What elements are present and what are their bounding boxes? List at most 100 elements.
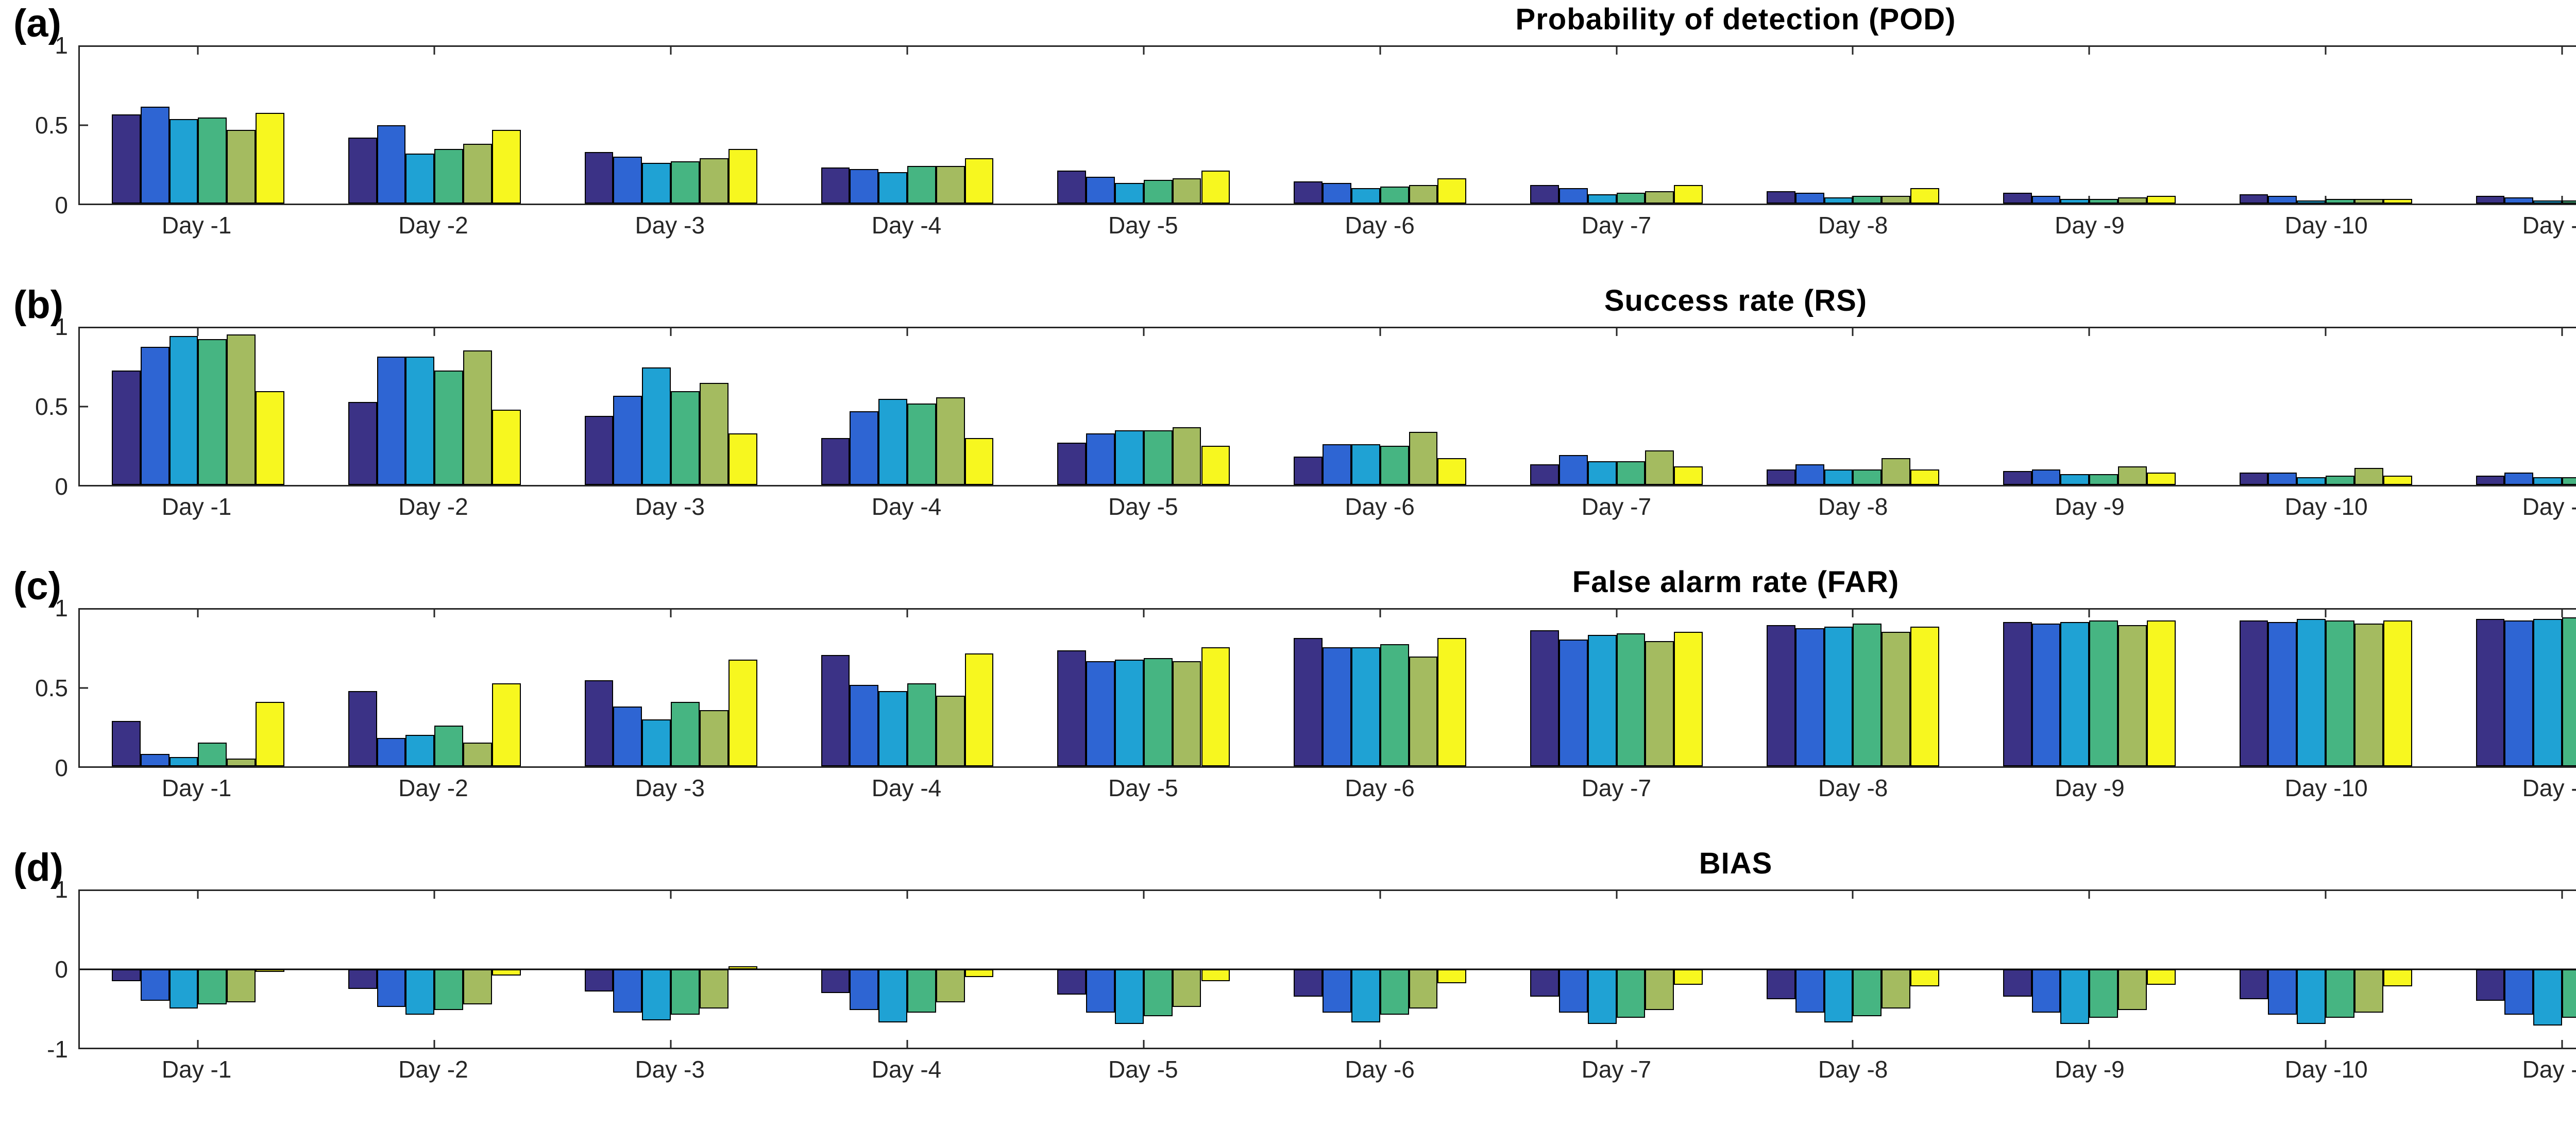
bar-light-blue: [1587, 194, 1617, 204]
bar-olive: [227, 130, 256, 204]
bar-light-blue: [2060, 474, 2090, 485]
x-tick-label: Day -2: [398, 775, 468, 801]
y-tick-label: 1: [55, 876, 68, 903]
bar-yellow: [1437, 637, 1467, 766]
bar-light-blue: [878, 691, 907, 766]
x-tick-mark: [1379, 610, 1381, 617]
bar-yellow: [964, 438, 994, 485]
x-tick-mark: [433, 891, 435, 899]
bar-green: [434, 371, 464, 485]
x-tick-label: Day -8: [1818, 212, 1888, 239]
panel: (d) BIAS -1 0 1 Day -1 Day -2 Day -3 Day -4 Day -…: [0, 844, 2576, 1125]
bar-green: [2089, 198, 2119, 204]
x-tick-mark: [197, 328, 199, 336]
bar-olive: [1645, 641, 1674, 766]
bar-dark-blue: [348, 401, 377, 485]
x-tick-label: Day -2: [398, 212, 468, 239]
x-tick-label: Day -3: [635, 212, 705, 239]
bar-olive: [699, 383, 728, 485]
x-tick-label: Day -3: [635, 775, 705, 801]
bar-yellow: [492, 410, 521, 485]
panel: (a) Probability of detection (POD) 0 0.5 1 Da…: [0, 0, 2576, 281]
bar-olive: [1882, 631, 1911, 766]
bar-light-blue: [1115, 969, 1144, 1024]
x-tick-mark: [2561, 891, 2563, 899]
bar-light-blue: [1824, 969, 1853, 1023]
x-axis: Day -1 Day -2 Day -3 Day -4 Day -5 Day -6 Day …: [78, 211, 2576, 247]
x-tick-mark: [2561, 328, 2563, 336]
bar-light-blue: [405, 969, 435, 1015]
bar-dark-blue: [584, 680, 614, 766]
bar-blue: [2031, 195, 2061, 204]
x-tick-mark: [906, 610, 908, 617]
bar-olive: [2354, 467, 2383, 485]
y-tick-label: 0.5: [35, 112, 68, 139]
bar-olive: [463, 743, 492, 766]
bar-dark-blue: [584, 969, 614, 991]
bar-olive: [2354, 624, 2383, 766]
bar-blue: [1323, 969, 1351, 1013]
bar-yellow: [256, 391, 284, 485]
bar-yellow: [1437, 458, 1467, 485]
bar-yellow: [1437, 969, 1467, 984]
bar-green: [1616, 633, 1646, 766]
bar-blue: [2268, 195, 2297, 204]
bar-olive: [1409, 431, 1438, 485]
bar-blue: [1323, 444, 1351, 485]
x-tick-mark: [670, 47, 672, 55]
bar-green: [1380, 446, 1409, 485]
bar-light-blue: [1824, 197, 1853, 204]
bar-dark-blue: [2239, 194, 2268, 204]
x-tick-label: Day -2: [398, 1056, 468, 1083]
x-axis: Day -1 Day -2 Day -3 Day -4 Day -5 Day -6 Day …: [78, 774, 2576, 810]
bar-light-blue: [2297, 477, 2326, 485]
x-tick-mark: [2325, 891, 2327, 899]
bar-blue: [377, 356, 406, 485]
bar-blue: [1795, 969, 1824, 1013]
bar-green: [198, 339, 227, 485]
bar-blue: [1086, 177, 1115, 204]
bar-dark-blue: [2003, 470, 2032, 485]
bar-olive: [1882, 195, 1911, 204]
bar-yellow: [2383, 475, 2412, 485]
bar-yellow: [2383, 198, 2412, 204]
bar-blue: [140, 753, 170, 766]
bar-olive: [1409, 969, 1438, 1009]
bar-olive: [2354, 198, 2383, 204]
y-tick-mark: [80, 687, 88, 689]
y-axis: 0 0.5 1: [0, 595, 72, 781]
x-tick-mark: [906, 47, 908, 55]
bar-dark-blue: [584, 416, 614, 485]
x-tick-label: Day -7: [1581, 775, 1652, 801]
panel-letter: (c): [13, 564, 61, 608]
x-tick-mark: [2325, 610, 2327, 617]
bar-light-blue: [1115, 660, 1144, 766]
bar-dark-blue: [2003, 969, 2032, 997]
bar-light-blue: [2533, 619, 2562, 766]
y-axis: 0 0.5 1: [0, 32, 72, 219]
x-tick-mark: [1143, 891, 1145, 899]
bar-yellow: [1674, 969, 1703, 985]
x-tick-label: Day -9: [2055, 493, 2125, 520]
bar-green: [2326, 969, 2354, 1018]
bar-light-blue: [1587, 634, 1617, 766]
bar-dark-blue: [2239, 472, 2268, 485]
bar-olive: [936, 397, 965, 485]
chart-title: False alarm rate (FAR): [1572, 565, 1900, 599]
x-tick-mark: [197, 891, 199, 899]
bar-dark-blue: [821, 167, 850, 204]
bar-green: [907, 166, 936, 204]
bar-dark-blue: [2476, 475, 2505, 485]
x-tick-label: Day -10: [2284, 1056, 2368, 1083]
x-tick-label: Day -5: [1108, 493, 1178, 520]
bar-blue: [140, 347, 170, 485]
bar-olive: [227, 334, 256, 485]
bar-blue: [140, 969, 170, 1001]
bar-green: [2562, 617, 2576, 766]
bar-light-blue: [169, 119, 198, 204]
y-axis: -1 0 1: [0, 876, 72, 1063]
bar-green: [198, 969, 227, 1005]
panel-letter: (d): [13, 846, 64, 889]
bar-light-blue: [405, 735, 435, 766]
bar-green: [198, 117, 227, 204]
